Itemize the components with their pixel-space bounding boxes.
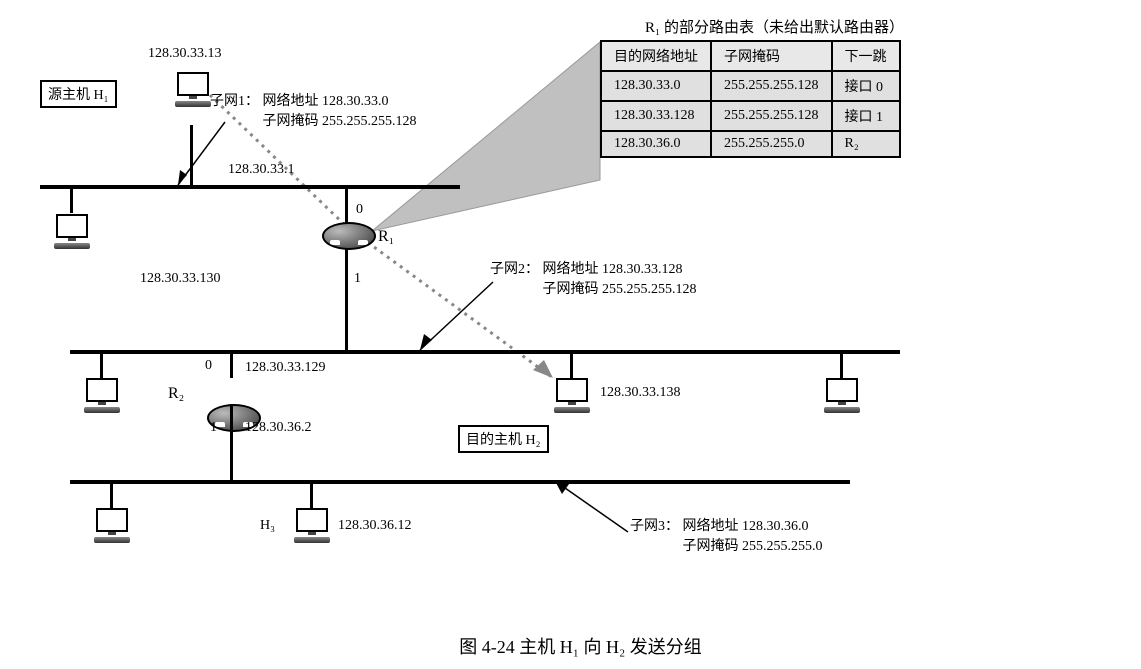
stub-r1-top bbox=[345, 185, 348, 225]
stub-h3 bbox=[310, 480, 313, 508]
cell: R₂ bbox=[832, 131, 900, 157]
bus-subnet2 bbox=[70, 350, 900, 354]
subnet2-net: 网络地址 128.30.33.128 bbox=[543, 262, 683, 277]
r2-if1-ip: 128.30.36.2 bbox=[245, 420, 312, 436]
ptr-subnet2-head bbox=[420, 334, 432, 350]
r1-port1: 1 bbox=[354, 271, 361, 287]
bus-subnet1 bbox=[40, 185, 460, 189]
table-row: 128.30.36.0 255.255.255.0 R₂ bbox=[601, 131, 900, 157]
ptr-subnet3 bbox=[555, 481, 628, 532]
packet-path-head bbox=[533, 360, 553, 378]
table-row: 128.30.33.0 255.255.255.128 接口 0 bbox=[601, 71, 900, 101]
stub-r1-bot bbox=[345, 248, 348, 350]
subnet3-net: 网络地址 128.30.36.0 bbox=[683, 519, 809, 534]
cell: 255.255.255.128 bbox=[711, 101, 832, 131]
cell: 128.30.33.128 bbox=[601, 101, 711, 131]
col-dest: 目的网络地址 bbox=[601, 41, 711, 71]
stub-h1 bbox=[190, 125, 193, 185]
h2-label: 目的主机 H₂ bbox=[458, 425, 549, 453]
r2-port1: 1 bbox=[210, 420, 217, 436]
stub bbox=[70, 185, 73, 213]
r1-if0-ip: 128.30.33.1 bbox=[228, 162, 295, 178]
cell: 接口 0 bbox=[832, 71, 900, 101]
r1-if1-ip: 128.30.33.130 bbox=[140, 271, 221, 287]
routing-table: 目的网络地址 子网掩码 下一跳 128.30.33.0 255.255.255.… bbox=[600, 40, 901, 158]
host-h1 bbox=[173, 72, 213, 107]
h3-label: H₃ bbox=[260, 518, 275, 534]
h1-ip: 128.30.33.13 bbox=[148, 46, 222, 62]
subnet1-name: 子网1： bbox=[210, 94, 259, 109]
subnet1-title: 子网1： 网络地址 128.30.33.0 子网1： 子网掩码 255.255.… bbox=[210, 90, 417, 130]
cell: 接口 1 bbox=[832, 101, 900, 131]
r1-port0: 0 bbox=[356, 202, 363, 218]
figure-caption: 图 4-24 主机 H₁ 向 H₂ 发送分组 bbox=[10, 633, 1141, 659]
host-anon4 bbox=[92, 508, 132, 543]
col-hop: 下一跳 bbox=[832, 41, 900, 71]
stub-r2-bot bbox=[230, 404, 233, 480]
host-h3 bbox=[292, 508, 332, 543]
ptr-subnet1-head bbox=[178, 170, 187, 185]
routing-table-title: R₁ 的部分路由表（未给出默认路由器） bbox=[645, 16, 904, 37]
router-r1 bbox=[322, 222, 372, 248]
subnet3-name: 子网3： bbox=[630, 519, 679, 534]
h1-label: 源主机 H₁ bbox=[40, 80, 117, 108]
stub bbox=[100, 350, 103, 378]
cell: 255.255.255.128 bbox=[711, 71, 832, 101]
stub bbox=[840, 350, 843, 378]
table-callout bbox=[372, 42, 600, 231]
subnet2-title: 子网2： 网络地址 128.30.33.128 子网2： 子网掩码 255.25… bbox=[490, 258, 697, 298]
host-anon1 bbox=[52, 214, 92, 249]
stub-h2 bbox=[570, 350, 573, 378]
subnet3-title: 子网3： 网络地址 128.30.36.0 子网3： 子网掩码 255.255.… bbox=[630, 515, 823, 555]
table-row: 128.30.33.128 255.255.255.128 接口 1 bbox=[601, 101, 900, 131]
cell: 128.30.36.0 bbox=[601, 131, 711, 157]
h2-ip: 128.30.33.138 bbox=[600, 385, 681, 401]
subnet2-mask: 子网掩码 255.255.255.128 bbox=[543, 282, 697, 297]
subnet3-mask: 子网掩码 255.255.255.0 bbox=[683, 539, 823, 554]
r2-name: R₂ bbox=[168, 385, 184, 403]
table-header-row: 目的网络地址 子网掩码 下一跳 bbox=[601, 41, 900, 71]
host-anon2 bbox=[82, 378, 122, 413]
col-mask: 子网掩码 bbox=[711, 41, 832, 71]
subnet1-net: 网络地址 128.30.33.0 bbox=[263, 94, 389, 109]
r1-name: R₁ bbox=[378, 228, 394, 246]
bus-subnet3 bbox=[70, 480, 850, 484]
stub-r2-top bbox=[230, 350, 233, 378]
subnet2-name: 子网2： bbox=[490, 262, 539, 277]
cell: 128.30.33.0 bbox=[601, 71, 711, 101]
r2-port0: 0 bbox=[205, 358, 212, 374]
cell: 255.255.255.0 bbox=[711, 131, 832, 157]
host-h2 bbox=[552, 378, 592, 413]
r2-if0-ip: 128.30.33.129 bbox=[245, 360, 326, 376]
subnet1-mask: 子网掩码 255.255.255.128 bbox=[263, 114, 417, 129]
host-anon3 bbox=[822, 378, 862, 413]
stub bbox=[110, 480, 113, 508]
h3-ip: 128.30.36.12 bbox=[338, 518, 412, 534]
